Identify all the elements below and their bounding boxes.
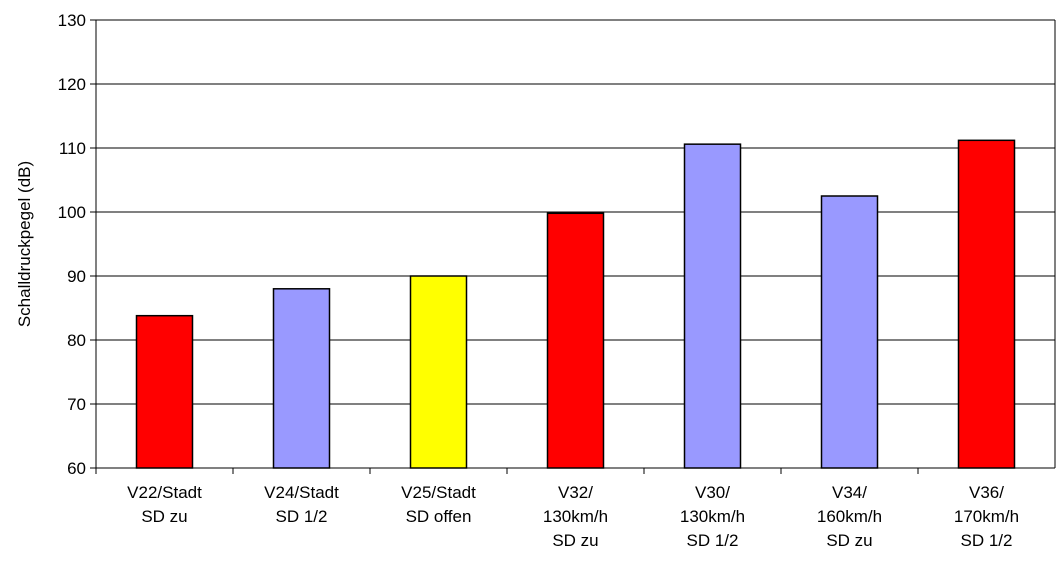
bar	[409, 275, 468, 469]
bar	[546, 212, 605, 469]
x-tick-label: V34/160km/h SD zu	[817, 483, 882, 550]
x-tick-label: V22/Stadt SD zu	[127, 483, 202, 526]
y-tick-label: 110	[59, 139, 86, 158]
y-tick-label: 90	[67, 267, 86, 286]
bar	[820, 195, 879, 469]
y-tick-label: 130	[58, 11, 86, 30]
y-axis-label: Schalldruckpegel (dB)	[15, 161, 34, 327]
x-tick-label: V30/130km/h SD 1/2	[680, 483, 745, 550]
x-tick-label: V36/170km/h SD 1/2	[954, 483, 1019, 550]
x-tick-label: V25/Stadt SD offen	[401, 483, 476, 526]
y-tick-label: 120	[58, 75, 86, 94]
bar	[272, 288, 331, 469]
y-tick-label: 70	[67, 395, 86, 414]
x-tick-label: V24/Stadt SD 1/2	[264, 483, 339, 526]
y-tick-label: 80	[67, 331, 86, 350]
bar	[957, 139, 1016, 469]
y-tick-label: 100	[58, 203, 86, 222]
bar	[683, 143, 742, 469]
y-tick-label: 60	[67, 459, 86, 478]
bar	[135, 314, 194, 469]
x-tick-label: V32/130km/h SD zu	[543, 483, 608, 550]
